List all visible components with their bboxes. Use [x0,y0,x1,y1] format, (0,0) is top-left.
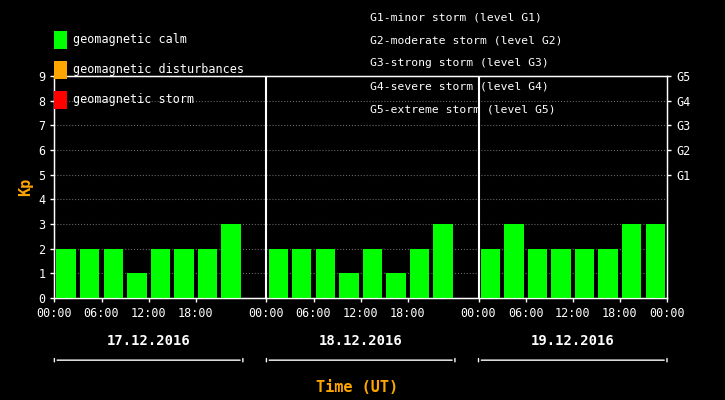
Bar [622,224,642,298]
Bar [151,249,170,298]
Bar [410,249,429,298]
Bar [315,249,335,298]
Text: G2-moderate storm (level G2): G2-moderate storm (level G2) [370,35,563,45]
Text: geomagnetic disturbances: geomagnetic disturbances [73,64,244,76]
Text: Time (UT): Time (UT) [316,380,399,395]
Bar [434,224,453,298]
Bar [362,249,382,298]
Bar [292,249,312,298]
Bar [104,249,123,298]
Text: 17.12.2016: 17.12.2016 [107,334,191,348]
Bar [645,224,665,298]
Y-axis label: Kp: Kp [17,178,33,196]
Bar [386,273,406,298]
Bar [174,249,194,298]
Text: G1-minor storm (level G1): G1-minor storm (level G1) [370,12,542,22]
Bar [504,224,523,298]
Text: 18.12.2016: 18.12.2016 [319,334,402,348]
Text: geomagnetic calm: geomagnetic calm [73,34,187,46]
Bar [339,273,359,298]
Bar [57,249,76,298]
Text: 19.12.2016: 19.12.2016 [531,334,615,348]
Bar [127,273,146,298]
Text: G3-strong storm (level G3): G3-strong storm (level G3) [370,58,549,68]
Bar [221,224,241,298]
Bar [80,249,99,298]
Bar [598,249,618,298]
Bar [528,249,547,298]
Text: G5-extreme storm (level G5): G5-extreme storm (level G5) [370,105,555,115]
Bar [198,249,218,298]
Bar [268,249,288,298]
Text: G4-severe storm (level G4): G4-severe storm (level G4) [370,82,549,92]
Bar [575,249,594,298]
Text: geomagnetic storm: geomagnetic storm [73,94,194,106]
Bar [551,249,571,298]
Bar [481,249,500,298]
